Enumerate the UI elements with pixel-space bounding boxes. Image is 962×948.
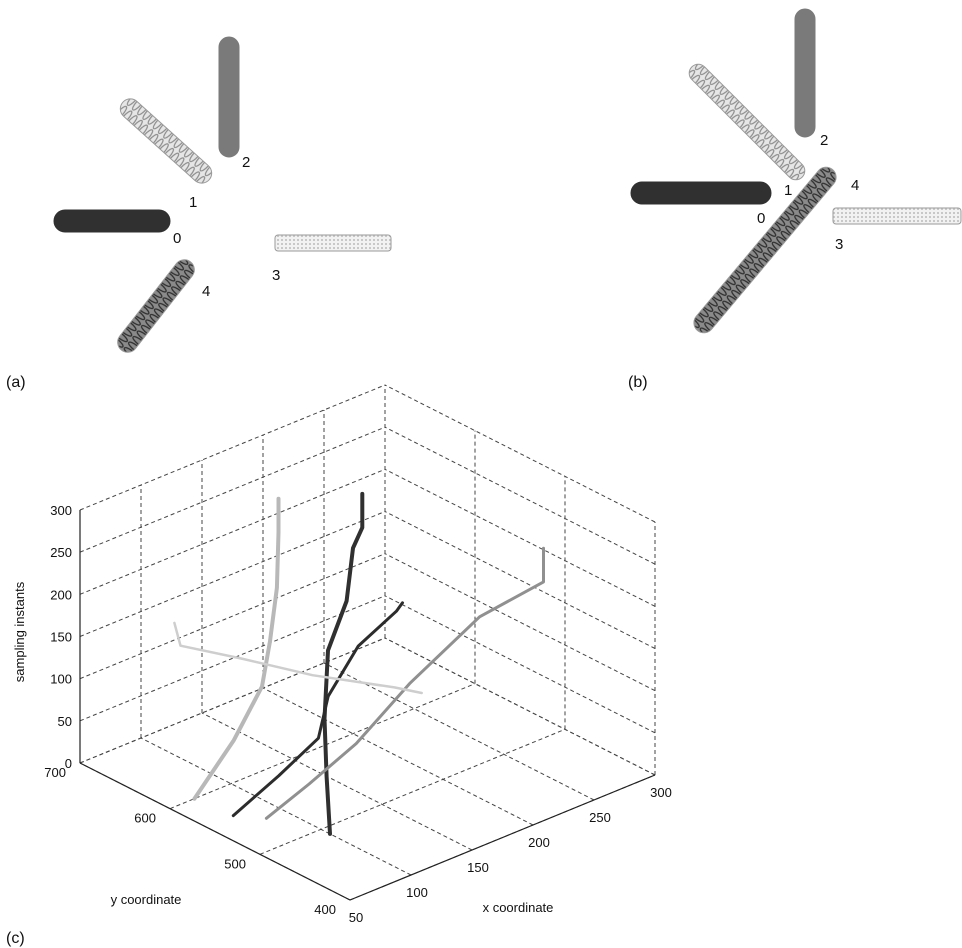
robot-a-0-body <box>53 209 171 233</box>
robot-a-1-label: 1 <box>189 194 197 211</box>
robot-b-1 <box>688 63 806 181</box>
trajectory-3 <box>192 496 281 801</box>
robot-b-1-body <box>688 63 806 181</box>
x-tick-label: 200 <box>528 835 550 850</box>
robot-a-1 <box>119 98 213 184</box>
x-tick-label: 300 <box>650 785 672 800</box>
trajectory-4 <box>173 621 423 695</box>
z-axis-label: sampling instants <box>12 581 27 682</box>
back-wall-gridline-z <box>79 468 386 595</box>
floor-gridline-x <box>262 687 534 826</box>
robot-b-4 <box>693 166 837 334</box>
side-wall-gridline-z <box>384 384 656 523</box>
floor-gridline-x <box>201 712 473 851</box>
side-wall-gridline-z <box>384 426 656 565</box>
panel-b-label: (b) <box>628 374 648 391</box>
floor-gridline-x <box>140 737 412 876</box>
floor-gridline-y <box>259 728 566 855</box>
y-tick-label: 400 <box>314 902 336 917</box>
robot-a-0 <box>53 209 171 233</box>
x-tick-label: 100 <box>406 885 428 900</box>
x-axis-line <box>349 774 656 901</box>
z-tick-label: 200 <box>50 587 72 602</box>
side-wall-gridline-z <box>384 595 656 734</box>
robot-b-0 <box>630 181 772 205</box>
chart-grid <box>79 384 656 901</box>
robot-b-3-label: 3 <box>835 236 843 253</box>
z-tick-label: 50 <box>58 714 72 729</box>
panel-b: 0 1 2 3 4 (b) <box>628 8 962 391</box>
floor-gridline-x <box>323 662 595 801</box>
robot-b-4-label: 4 <box>851 177 859 194</box>
trajectory-0 <box>322 491 365 836</box>
side-wall-gridline-z <box>384 637 656 776</box>
z-tick-label: 300 <box>50 503 72 518</box>
robot-b-2-body <box>794 8 816 138</box>
side-wall-gridline-z <box>384 468 656 607</box>
robot-b-1-label: 1 <box>784 182 792 199</box>
robot-a-4 <box>117 259 195 353</box>
side-wall-gridline-z <box>384 553 656 692</box>
x-tick-label: 250 <box>589 810 611 825</box>
robot-a-3-label: 3 <box>272 267 280 284</box>
robot-b-2 <box>794 8 816 138</box>
robot-a-3 <box>274 234 392 252</box>
y-tick-label: 700 <box>44 765 66 780</box>
panel-c-label: (c) <box>6 930 25 947</box>
back-wall-gridline-z <box>79 637 386 764</box>
back-wall-gridline-z <box>79 384 386 511</box>
z-tick-label: 100 <box>50 672 72 687</box>
y-tick-label: 600 <box>134 811 156 826</box>
z-tick-label: 150 <box>50 630 72 645</box>
y-axis-line <box>79 762 351 901</box>
x-tick-label: 50 <box>349 910 363 925</box>
robot-b-0-body <box>630 181 772 205</box>
robot-b-4-body <box>693 166 837 334</box>
z-tick-label: 0 <box>65 756 72 771</box>
robot-b-2-label: 2 <box>820 132 828 149</box>
robot-a-4-label: 4 <box>202 283 210 300</box>
chart-series <box>173 491 545 836</box>
floor-gridline-y <box>169 683 476 810</box>
panel-a: 0 1 2 3 4 (a) <box>6 36 392 391</box>
z-tick-label: 250 <box>50 545 72 560</box>
panel-a-label: (a) <box>6 374 26 391</box>
x-tick-label: 150 <box>467 860 489 875</box>
back-wall-gridline-z <box>79 553 386 680</box>
robot-a-2 <box>218 36 240 158</box>
back-wall-gridline-z <box>79 511 386 637</box>
y-axis-label: y coordinate <box>111 892 182 907</box>
x-axis-label: x coordinate <box>483 900 554 915</box>
robot-b-3-body <box>832 207 962 225</box>
trajectory-2 <box>264 546 545 820</box>
robot-a-2-body <box>218 36 240 158</box>
robot-a-1-body <box>119 98 213 184</box>
trajectory-1 <box>231 601 404 818</box>
robot-a-3-body <box>274 234 392 252</box>
robot-a-0-label: 0 <box>173 230 181 247</box>
robot-b-3 <box>832 207 962 225</box>
back-wall-gridline-z <box>79 426 386 553</box>
side-wall-gridline-z <box>384 511 656 649</box>
y-tick-label: 500 <box>224 856 246 871</box>
robot-b-0-label: 0 <box>757 210 765 227</box>
robot-a-2-label: 2 <box>242 154 250 171</box>
back-wall-gridline-z <box>79 595 386 722</box>
robot-a-4-body <box>117 259 195 353</box>
